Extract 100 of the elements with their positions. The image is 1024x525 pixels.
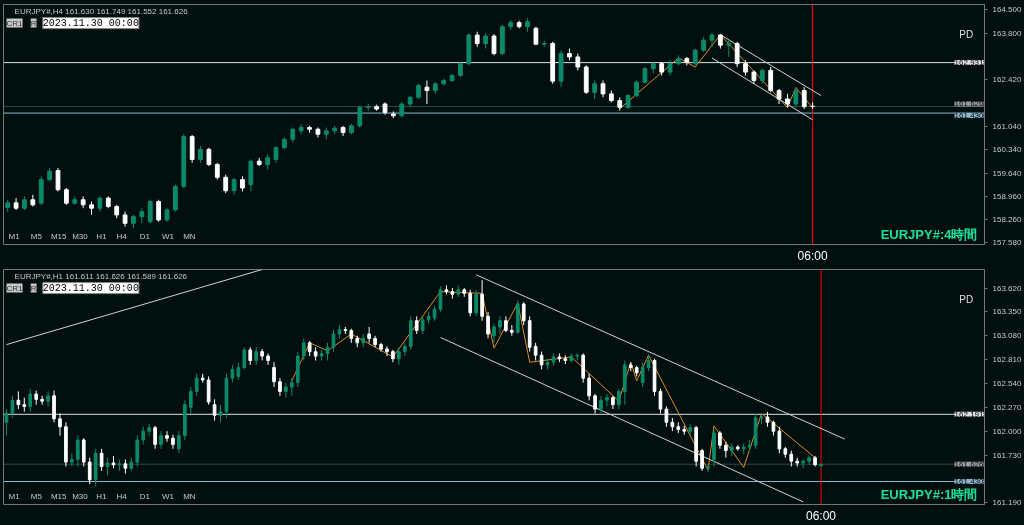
annotation: 2023.11.30 00:00	[42, 17, 139, 29]
candlestick	[188, 386, 193, 414]
y-tick-label: 163.620	[992, 283, 1022, 293]
candlestick	[768, 66, 774, 93]
candlestick	[28, 388, 33, 413]
candlestick	[664, 405, 669, 428]
candlestick	[357, 105, 363, 129]
annotation: H1	[96, 492, 108, 502]
annotation: W1	[161, 232, 175, 242]
annotation: MN	[183, 232, 196, 242]
candlestick	[706, 464, 710, 473]
candlestick	[189, 134, 195, 164]
candlestick	[367, 326, 371, 344]
candlestick	[70, 452, 74, 468]
chart-subtitle: EURJPY#,H4 161.630 161.749 161.552 161.626	[14, 6, 189, 16]
annotation: PD	[959, 294, 974, 306]
candlestick	[587, 373, 591, 401]
candlestick	[709, 32, 715, 48]
candlestick	[4, 408, 9, 437]
annotation: CR1	[6, 18, 24, 28]
candlestick	[491, 33, 497, 56]
candlestick	[734, 41, 740, 68]
candlestick	[492, 322, 496, 344]
annotation: D1	[139, 492, 151, 502]
y-tick-label: 162.270	[992, 402, 1022, 412]
ref-line-label: 161.626	[954, 99, 985, 109]
candlestick	[521, 301, 526, 326]
text: EURJPY#:4時間	[880, 227, 978, 243]
annotation: M5	[30, 232, 43, 242]
candlestick	[290, 377, 294, 397]
y-tick-label: 158.260	[992, 215, 1022, 225]
candlestick	[260, 348, 264, 361]
candlestick	[724, 441, 728, 459]
y-tick-label: 160.340	[992, 145, 1022, 155]
x-tick-label: 06:00	[805, 508, 837, 523]
annotation: M1	[8, 492, 21, 502]
candlestick	[46, 390, 50, 407]
y-tick-label: 164.500	[992, 5, 1022, 15]
y-tick-label: 161.730	[992, 450, 1022, 460]
candlestick	[605, 393, 609, 407]
annotation: M15	[50, 232, 68, 242]
y-tick-label: 157.580	[992, 237, 1022, 247]
y-tick-label: 162.420	[992, 75, 1022, 85]
candlestick	[242, 346, 247, 370]
annotation: W1	[161, 492, 175, 502]
candlestick	[266, 352, 270, 366]
candlestick	[156, 199, 161, 223]
chart-subtitle: EURJPY#,H1 161.611 161.626 161.589 161.626	[14, 271, 188, 281]
candlestick	[194, 373, 199, 397]
candlestick	[87, 457, 92, 485]
candlestick	[486, 311, 490, 339]
y-tick-label: 162.000	[992, 426, 1022, 436]
annotation: M30	[72, 232, 89, 242]
candlestick	[147, 199, 153, 224]
annotation: MN	[183, 492, 196, 502]
ref-line-label: 162.931	[954, 58, 985, 68]
candlestick	[777, 426, 782, 454]
ref-line-label: 162.191	[954, 409, 985, 419]
candlestick	[248, 158, 254, 192]
annotation: R	[30, 18, 37, 28]
candlestick	[52, 390, 56, 423]
candlestick	[212, 398, 217, 422]
annotation: H4	[116, 232, 128, 242]
candlestick	[658, 388, 663, 414]
candlestick	[223, 174, 229, 194]
candlestick	[272, 361, 276, 388]
annotation: M5	[30, 492, 43, 502]
annotation: PD	[959, 29, 974, 41]
annotation: H1	[96, 232, 108, 242]
candlestick	[81, 437, 86, 468]
candlestick	[480, 279, 484, 322]
candlestick	[117, 458, 122, 472]
y-tick-label: 161.190	[992, 498, 1022, 508]
candlestick	[385, 345, 389, 357]
candlestick	[153, 425, 157, 450]
line-series	[291, 291, 816, 471]
annotation: H4	[116, 492, 128, 502]
candlestick	[474, 289, 478, 317]
candlestick	[801, 86, 807, 110]
candlestick	[206, 375, 211, 406]
y-tick-label: 163.080	[992, 331, 1022, 341]
candlestick	[581, 352, 586, 384]
ref-line-label: 161.430	[954, 477, 985, 487]
y-tick-label: 163.800	[992, 28, 1022, 38]
candlestick	[498, 315, 502, 335]
candlestick	[75, 435, 80, 468]
candlestick	[206, 147, 212, 167]
annotation: 2023.11.30 00:00	[42, 282, 139, 294]
candlestick	[592, 79, 597, 100]
annotation: R	[30, 283, 37, 293]
annotation: CR1	[6, 283, 24, 293]
candlestick	[793, 86, 799, 108]
annotation: M1	[8, 232, 21, 242]
candlestick	[397, 346, 401, 366]
candlestick	[135, 435, 140, 468]
candlestick	[700, 448, 704, 472]
y-tick-label: 161.040	[992, 121, 1022, 131]
candlestick	[40, 395, 44, 406]
candlestick	[38, 175, 44, 206]
y-tick-label: 163.350	[992, 307, 1022, 317]
